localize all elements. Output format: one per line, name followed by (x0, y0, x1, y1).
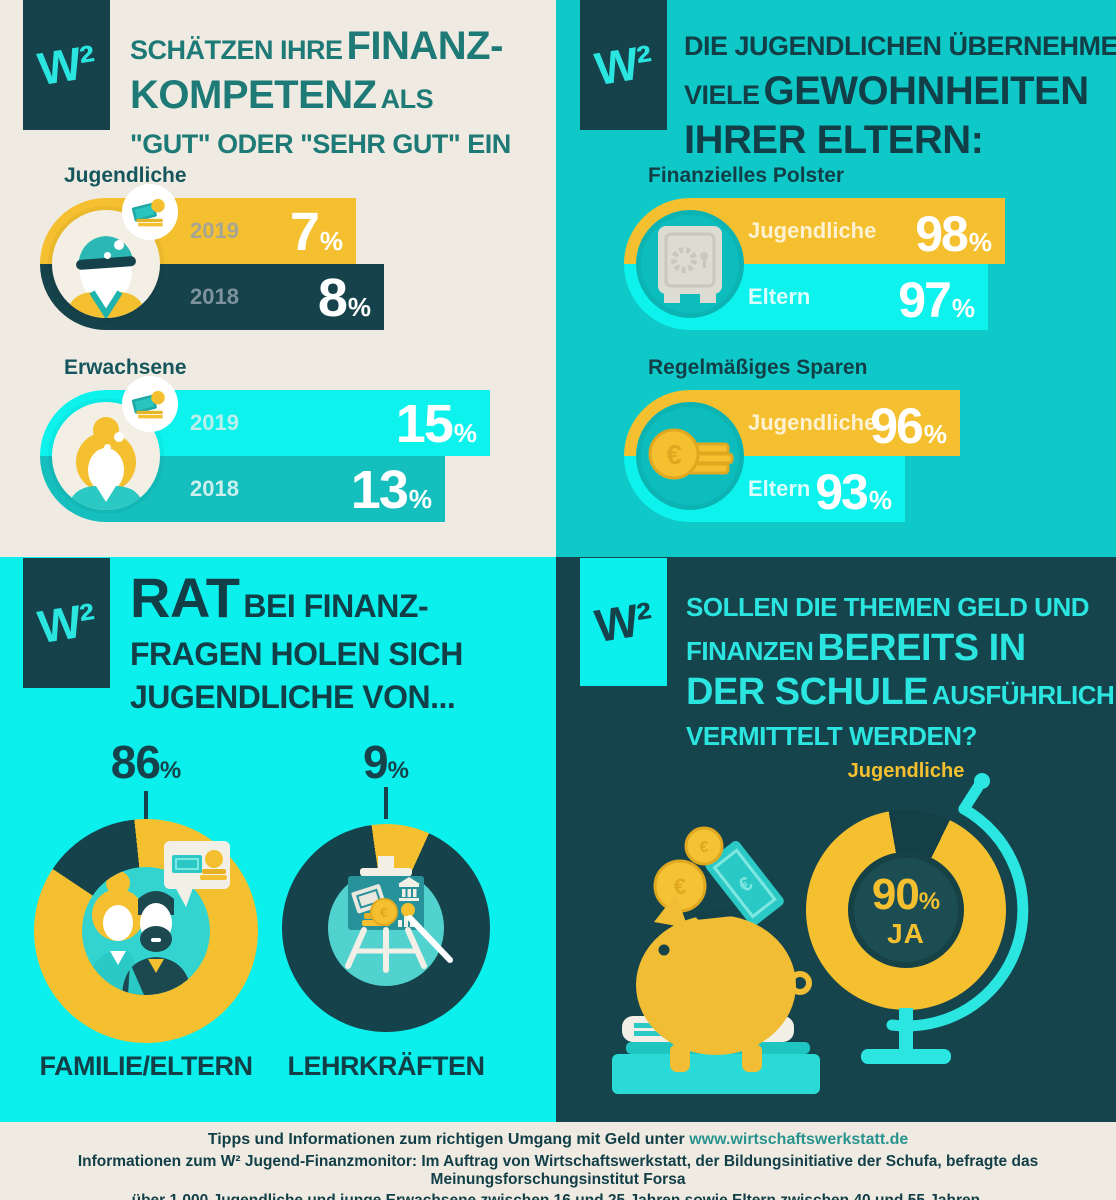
footer-line2: Informationen zum W² Jugend-Finanzmonito… (77, 1153, 1039, 1188)
euro-coins-icon: € (648, 428, 734, 480)
donut-value-lehrkraefte: 9% (363, 736, 409, 788)
teen-avatar-icon (66, 236, 146, 318)
w2-logo-text: W² (591, 591, 656, 653)
safe-icon (658, 226, 722, 303)
svg-text:€: € (674, 874, 686, 899)
w2-logo: W² (580, 558, 667, 686)
donut-tick (384, 787, 388, 819)
teacher-easel-icon: € (328, 856, 453, 986)
w2-logo: W² (23, 0, 110, 130)
coin-icon (684, 826, 724, 866)
w2-logo: W² (23, 558, 110, 688)
globe-group-label: Jugendliche (847, 760, 965, 782)
section-title-schule: SOLLEN DIE THEMEN GELD UND FINANZEN BERE… (686, 592, 1115, 751)
coins-icon-circle: € (636, 402, 744, 510)
bubble-dot (104, 444, 111, 451)
safe-icon-circle (636, 210, 744, 318)
quadrant-schule: W² SOLLEN DIE THEMEN GELD UND FINANZEN B… (556, 557, 1116, 1122)
w2-logo-text: W² (591, 34, 656, 96)
thought-bubble-money-icon (122, 184, 178, 240)
w2-logo: W² (580, 0, 667, 130)
banknote-icon: € (705, 840, 784, 926)
donut-value-familie: 86% (110, 736, 182, 788)
bubble-dot (114, 432, 124, 442)
thought-bubble-money-icon (122, 376, 178, 432)
quadrant-finanzkompetenz: W² SCHÄTZEN IHRE FINANZ- KOMPETENZ ALS "… (0, 0, 556, 557)
section-title-rat: RAT BEI FINANZ- FRAGEN HOLEN SICH JUGEND… (130, 566, 463, 716)
quadrant-rat-bei-finanzfragen: W² RAT BEI FINANZ- FRAGEN HOLEN SICH JUG… (0, 557, 556, 1122)
donut-tick (144, 791, 148, 819)
svg-text:€: € (666, 439, 682, 470)
family-couple-icon (82, 841, 230, 995)
group-label-jugendliche: Jugendliche (64, 164, 187, 187)
pointer-stick-icon (407, 915, 453, 963)
w2-logo-text: W² (34, 34, 99, 96)
donut-label-familie: FAMILIE/ELTERN (39, 1051, 254, 1081)
adult-avatar-icon (68, 417, 144, 510)
w2-logo-text: W² (34, 592, 99, 654)
globe-donut-center: 90% JA (848, 852, 964, 968)
group-label-finanzielles-polster: Finanzielles Polster (648, 164, 845, 187)
svg-text:€: € (380, 904, 388, 920)
footer-line3: über 1.000 Jugendliche und junge Erwachs… (0, 1192, 1116, 1200)
source-footer: Tipps und Informationen zum richtigen Um… (0, 1122, 1116, 1200)
piggy-bank-books-icon: € € € (612, 826, 820, 1094)
group-label-regelmaessiges-sparen: Regelmäßiges Sparen (648, 356, 868, 379)
bubble-dot (104, 252, 111, 259)
section-title-finanzkompetenz: SCHÄTZEN IHRE FINANZ- KOMPETENZ ALS "GUT… (130, 24, 511, 159)
section-title-gewohnheiten: DIE JUGENDLICHEN ÜBERNEHMEN VIELE GEWOHN… (684, 31, 1116, 162)
speech-bubble-money-icon (164, 841, 230, 907)
globe-stand-icon (861, 773, 1029, 1064)
bar-erwachsene-2018: 2018 13% (106, 456, 445, 522)
donut-label-lehrkraefte: LEHRKRÄFTEN (287, 1051, 486, 1081)
group-label-erwachsene: Erwachsene (64, 356, 187, 379)
bubble-dot (114, 240, 124, 250)
footer-line1: Tipps und Informationen zum richtigen Um… (207, 1131, 909, 1148)
wirtschaftswerkstatt-link[interactable]: www.wirtschaftswerkstatt.de (689, 1131, 909, 1148)
svg-text:€: € (700, 839, 709, 856)
quadrant-gewohnheiten: W² DIE JUGENDLICHEN ÜBERNEHMEN VIELE GEW… (556, 0, 1116, 557)
